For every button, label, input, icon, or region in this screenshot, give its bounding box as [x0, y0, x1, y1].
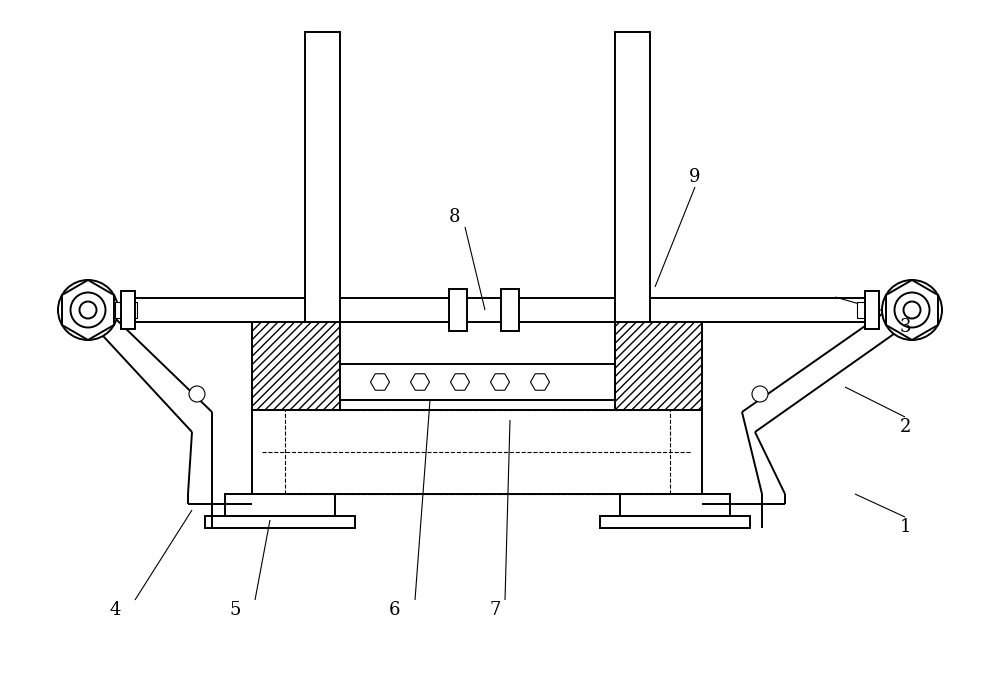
Circle shape [903, 301, 920, 318]
Polygon shape [490, 374, 510, 390]
Polygon shape [225, 494, 335, 516]
Text: 7: 7 [489, 601, 501, 619]
Polygon shape [531, 374, 550, 390]
Polygon shape [600, 516, 750, 528]
Text: 5: 5 [229, 601, 241, 619]
Circle shape [752, 386, 768, 402]
Text: 3: 3 [899, 318, 911, 336]
Text: 6: 6 [389, 601, 401, 619]
Polygon shape [450, 374, 470, 390]
Polygon shape [205, 516, 355, 528]
Polygon shape [62, 280, 114, 340]
Bar [615, 32, 650, 322]
Text: 8: 8 [449, 208, 461, 226]
Polygon shape [620, 494, 730, 516]
Bar [857, 302, 879, 318]
Bar [340, 364, 615, 400]
Circle shape [58, 280, 118, 340]
Polygon shape [411, 374, 430, 390]
Text: 9: 9 [689, 168, 701, 186]
Text: 1: 1 [899, 518, 911, 536]
Bar [115, 302, 137, 318]
Circle shape [189, 386, 205, 402]
Circle shape [894, 293, 929, 327]
Bar [305, 32, 340, 322]
Bar [122, 298, 878, 322]
Polygon shape [370, 374, 390, 390]
Circle shape [70, 293, 106, 327]
Bar [501, 289, 519, 331]
Polygon shape [886, 280, 938, 340]
Polygon shape [252, 322, 340, 410]
Text: 4: 4 [109, 601, 121, 619]
Bar [865, 291, 879, 329]
Bar [252, 410, 702, 494]
Circle shape [80, 301, 96, 318]
Text: 2: 2 [899, 418, 911, 436]
Polygon shape [615, 322, 702, 410]
Circle shape [882, 280, 942, 340]
Bar [121, 291, 135, 329]
Bar [449, 289, 467, 331]
